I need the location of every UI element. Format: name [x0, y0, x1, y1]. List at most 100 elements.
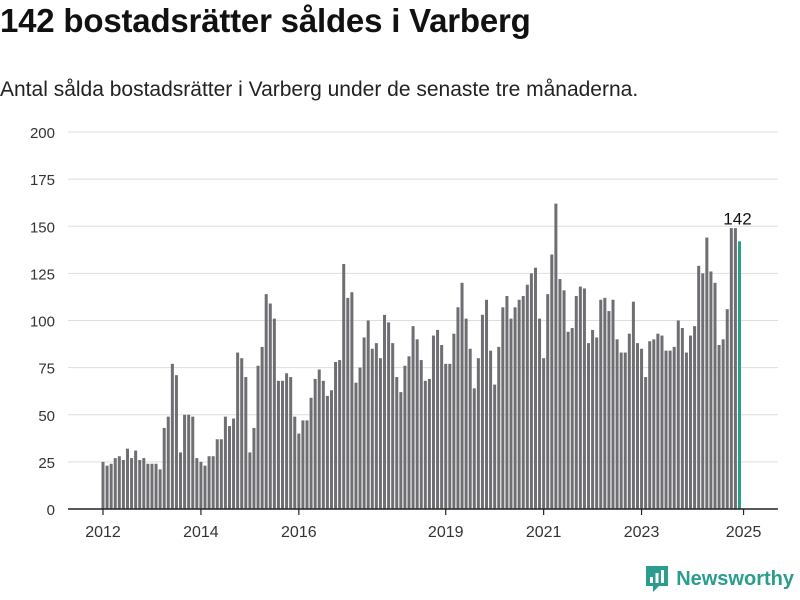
bar — [309, 397, 313, 509]
y-tick-label: 100 — [30, 314, 55, 331]
bar — [162, 427, 166, 509]
bar — [219, 439, 223, 509]
bar — [591, 329, 595, 509]
bar — [701, 273, 705, 510]
bar — [105, 465, 109, 509]
bar — [117, 456, 121, 509]
bar — [236, 352, 240, 509]
bar — [395, 377, 399, 509]
bar — [113, 458, 117, 509]
bar — [150, 463, 154, 509]
bar — [521, 296, 525, 509]
bar — [130, 458, 134, 509]
bar — [635, 343, 639, 509]
y-tick-label: 50 — [38, 408, 55, 425]
bar — [215, 439, 219, 509]
bar — [538, 318, 542, 509]
bar — [615, 339, 619, 509]
x-tick-label: 2016 — [281, 524, 317, 541]
bar — [264, 294, 268, 509]
bar — [342, 263, 346, 509]
bar — [174, 375, 178, 509]
bar — [378, 358, 382, 509]
bar — [301, 420, 305, 509]
bar — [505, 296, 509, 509]
bar — [542, 358, 546, 509]
bar — [407, 356, 411, 509]
bar — [472, 388, 476, 509]
bar — [289, 377, 293, 509]
bar — [697, 265, 701, 509]
bar — [199, 461, 203, 510]
bar — [693, 326, 697, 509]
bar — [276, 380, 280, 509]
bar — [362, 337, 366, 509]
bar — [640, 348, 644, 509]
bar — [415, 339, 419, 509]
bar — [631, 301, 635, 509]
newsworthy-brand: Newsworthy — [644, 564, 794, 594]
x-tick-label: 2021 — [526, 524, 562, 541]
bar — [101, 461, 105, 510]
bar — [134, 450, 138, 509]
bar — [595, 337, 599, 509]
chart-title: 142 bostadsrätter såldes i Varberg — [0, 2, 531, 39]
bar — [648, 341, 652, 509]
bar — [533, 267, 537, 509]
bar — [644, 377, 648, 509]
bar — [611, 299, 615, 509]
x-tick-label: 2012 — [85, 524, 121, 541]
bar — [391, 343, 395, 509]
bar — [431, 335, 435, 509]
bar — [529, 273, 533, 510]
brand-name: Newsworthy — [676, 567, 794, 590]
bar — [281, 380, 285, 509]
highlighted-bar — [737, 241, 741, 509]
bar — [554, 203, 558, 509]
bar — [513, 307, 517, 509]
bar — [599, 299, 603, 509]
bar — [427, 378, 431, 509]
bar — [203, 465, 207, 509]
bar-chart: 0 25 50 75 100 125 150 175 200 142 2012 2014 2016 201… — [30, 125, 778, 541]
bar — [256, 365, 260, 509]
bar — [338, 360, 342, 509]
bar — [652, 339, 656, 509]
bar — [676, 320, 680, 509]
bar — [166, 416, 170, 509]
bar — [313, 378, 317, 509]
bar — [623, 352, 627, 509]
y-tick-label: 75 — [38, 361, 55, 378]
bar — [285, 373, 289, 509]
y-tick-label: 200 — [30, 125, 55, 142]
bar — [125, 448, 129, 509]
bar — [680, 328, 684, 509]
bar — [423, 380, 427, 509]
bar — [713, 282, 717, 509]
bar — [252, 427, 256, 509]
bar — [607, 311, 611, 509]
bar — [195, 458, 199, 509]
bar — [582, 288, 586, 509]
bar — [619, 352, 623, 509]
bar — [562, 290, 566, 509]
bar — [248, 452, 252, 509]
bar — [227, 426, 231, 509]
bar — [464, 318, 468, 509]
bar — [660, 335, 664, 509]
bar — [440, 345, 444, 509]
bar — [485, 299, 489, 509]
bar — [452, 333, 456, 509]
bar — [436, 329, 440, 509]
bar — [587, 343, 591, 509]
y-tick-label: 175 — [30, 172, 55, 189]
bar — [456, 307, 460, 509]
bar — [627, 333, 631, 509]
bar — [566, 331, 570, 509]
newsworthy-logo-icon — [646, 566, 669, 592]
bar — [232, 418, 236, 509]
bar — [411, 326, 415, 509]
x-tick-label: 2025 — [726, 524, 762, 541]
bar — [664, 350, 668, 509]
bar — [329, 390, 333, 509]
